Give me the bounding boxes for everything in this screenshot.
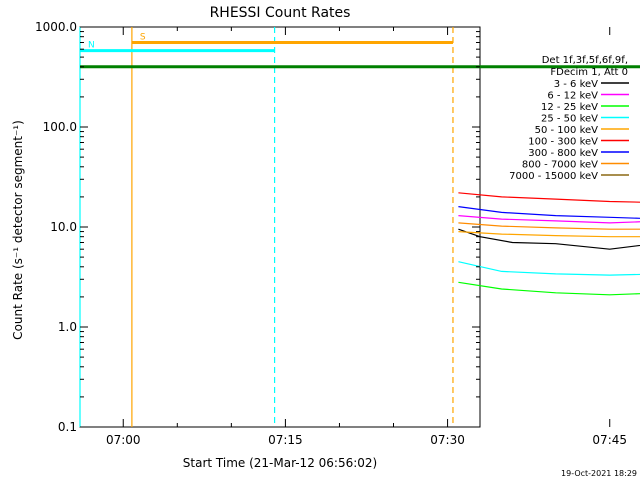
series-line-6-12-kev bbox=[458, 215, 640, 224]
x-axis-label: Start Time (21-Mar-12 06:56:02) bbox=[183, 456, 377, 470]
legend-entry-label-800-7000-kev: 800 - 7000 keV bbox=[522, 160, 598, 171]
x-tick-label: 07:00 bbox=[106, 433, 141, 447]
series-line-800-7000-kev bbox=[458, 222, 640, 230]
legend-entry-label-12-25-kev: 12 - 25 keV bbox=[541, 102, 598, 113]
y-axis: 0.1 1.0 10.0 100.0 1000.0 bbox=[35, 20, 480, 434]
chart-title: RHESSI Count Rates bbox=[210, 5, 351, 21]
bar-label-n: N bbox=[88, 41, 95, 51]
legend-entry-label-25-50-kev: 25 - 50 keV bbox=[541, 114, 598, 125]
series-line-25-50-kev bbox=[458, 261, 640, 276]
y-tick-label: 1.0 bbox=[58, 320, 77, 334]
y-tick-label: 100.0 bbox=[43, 120, 77, 134]
legend-header-line: Det 1f,3f,5f,6f,9f, bbox=[542, 55, 628, 66]
legend: Det 1f,3f,5f,6f,9f,FDecim 1, Att 03 - 6 … bbox=[509, 55, 629, 182]
legend-entry-label-3-6-kev: 3 - 6 keV bbox=[554, 79, 598, 90]
legend-entry-label-7000-15000-kev: 7000 - 15000 keV bbox=[509, 171, 598, 182]
y-tick-label: 0.1 bbox=[58, 420, 77, 434]
y-tick-label: 10.0 bbox=[50, 220, 77, 234]
legend-header-line: FDecim 1, Att 0 bbox=[550, 67, 628, 78]
bar-label-s: S bbox=[140, 32, 146, 42]
legend-entry-label-100-300-kev: 100 - 300 keV bbox=[528, 137, 598, 148]
legend-entry-label-6-12-kev: 6 - 12 keV bbox=[547, 91, 598, 102]
series-layer bbox=[458, 192, 640, 296]
x-tick-label: 07:45 bbox=[592, 433, 627, 447]
footer-timestamp: 19-Oct-2021 18:29 bbox=[561, 469, 637, 478]
series-line-12-25-kev bbox=[458, 281, 640, 296]
legend-entry-label-300-800-kev: 300 - 800 keV bbox=[528, 148, 598, 159]
y-tick-label: 1000.0 bbox=[35, 20, 77, 34]
series-line-50-100-kev bbox=[458, 231, 640, 238]
series-line-300-800-kev bbox=[458, 206, 640, 219]
legend-entry-label-50-100-kev: 50 - 100 keV bbox=[535, 125, 599, 136]
series-line-3-6-kev bbox=[458, 228, 640, 250]
series-line-100-300-kev bbox=[458, 192, 640, 203]
plot-frame bbox=[79, 26, 481, 428]
y-axis-label: Count Rate (s⁻¹ detector segment⁻¹) bbox=[11, 120, 25, 340]
x-tick-label: 07:15 bbox=[268, 433, 303, 447]
x-tick-label: 07:30 bbox=[430, 433, 465, 447]
